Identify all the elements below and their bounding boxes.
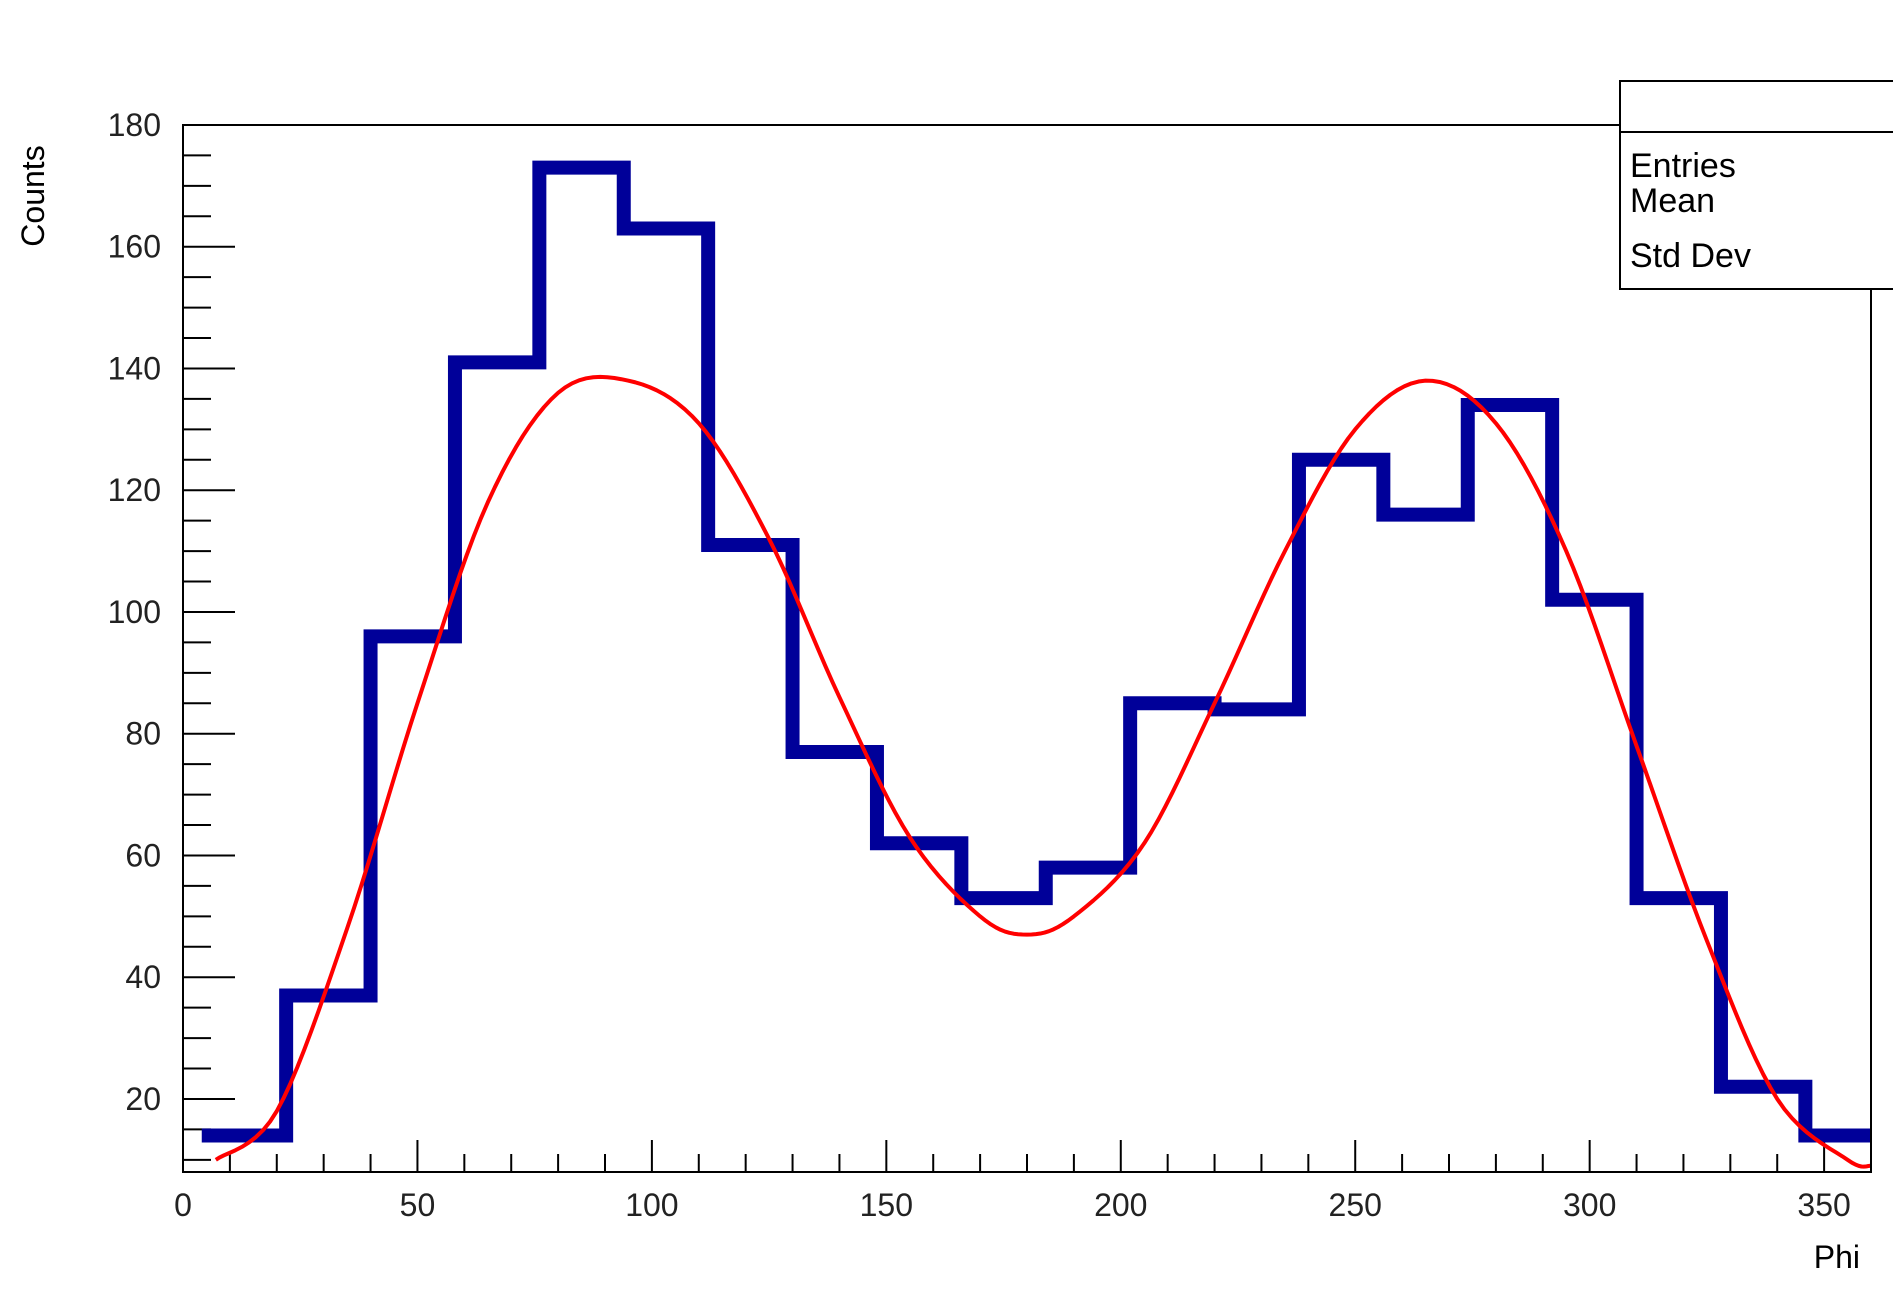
x-axis-title: Phi bbox=[1814, 1239, 1860, 1275]
stats-mean-label: Mean bbox=[1630, 182, 1715, 220]
plot-frame bbox=[182, 124, 1872, 1173]
histogram-series bbox=[201, 160, 1871, 1143]
y-tick-label: 40 bbox=[125, 959, 161, 995]
y-tick-label: 140 bbox=[108, 350, 161, 386]
x-tick-label: 50 bbox=[400, 1187, 436, 1223]
y-tick-label: 20 bbox=[125, 1081, 161, 1117]
stats-box: Entries Mean Std Dev bbox=[1619, 80, 1893, 290]
x-tick-label: 300 bbox=[1563, 1187, 1616, 1223]
fit-curve bbox=[214, 374, 1872, 1169]
y-tick-label: 100 bbox=[108, 594, 161, 630]
stats-stddev-label: Std Dev bbox=[1630, 237, 1751, 275]
tick-labels: 0 50 100 150 200 250 300 350 20 40 60 80 100 120 140 16… bbox=[108, 107, 1851, 1223]
x-tick-label: 350 bbox=[1797, 1187, 1850, 1223]
y-tick-label: 80 bbox=[125, 716, 161, 752]
x-tick-label: 250 bbox=[1329, 1187, 1382, 1223]
y-tick-label: 120 bbox=[108, 472, 161, 508]
y-tick-label: 180 bbox=[108, 107, 161, 143]
x-tick-label: 200 bbox=[1094, 1187, 1147, 1223]
x-tick-label: 100 bbox=[625, 1187, 678, 1223]
x-tick-label: 150 bbox=[860, 1187, 913, 1223]
stats-entries-label: Entries bbox=[1630, 147, 1736, 185]
y-tick-label: 60 bbox=[125, 837, 161, 873]
x-tick-label: 0 bbox=[174, 1187, 192, 1223]
y-axis-title: Counts bbox=[15, 145, 51, 246]
y-tick-label: 160 bbox=[108, 229, 161, 265]
